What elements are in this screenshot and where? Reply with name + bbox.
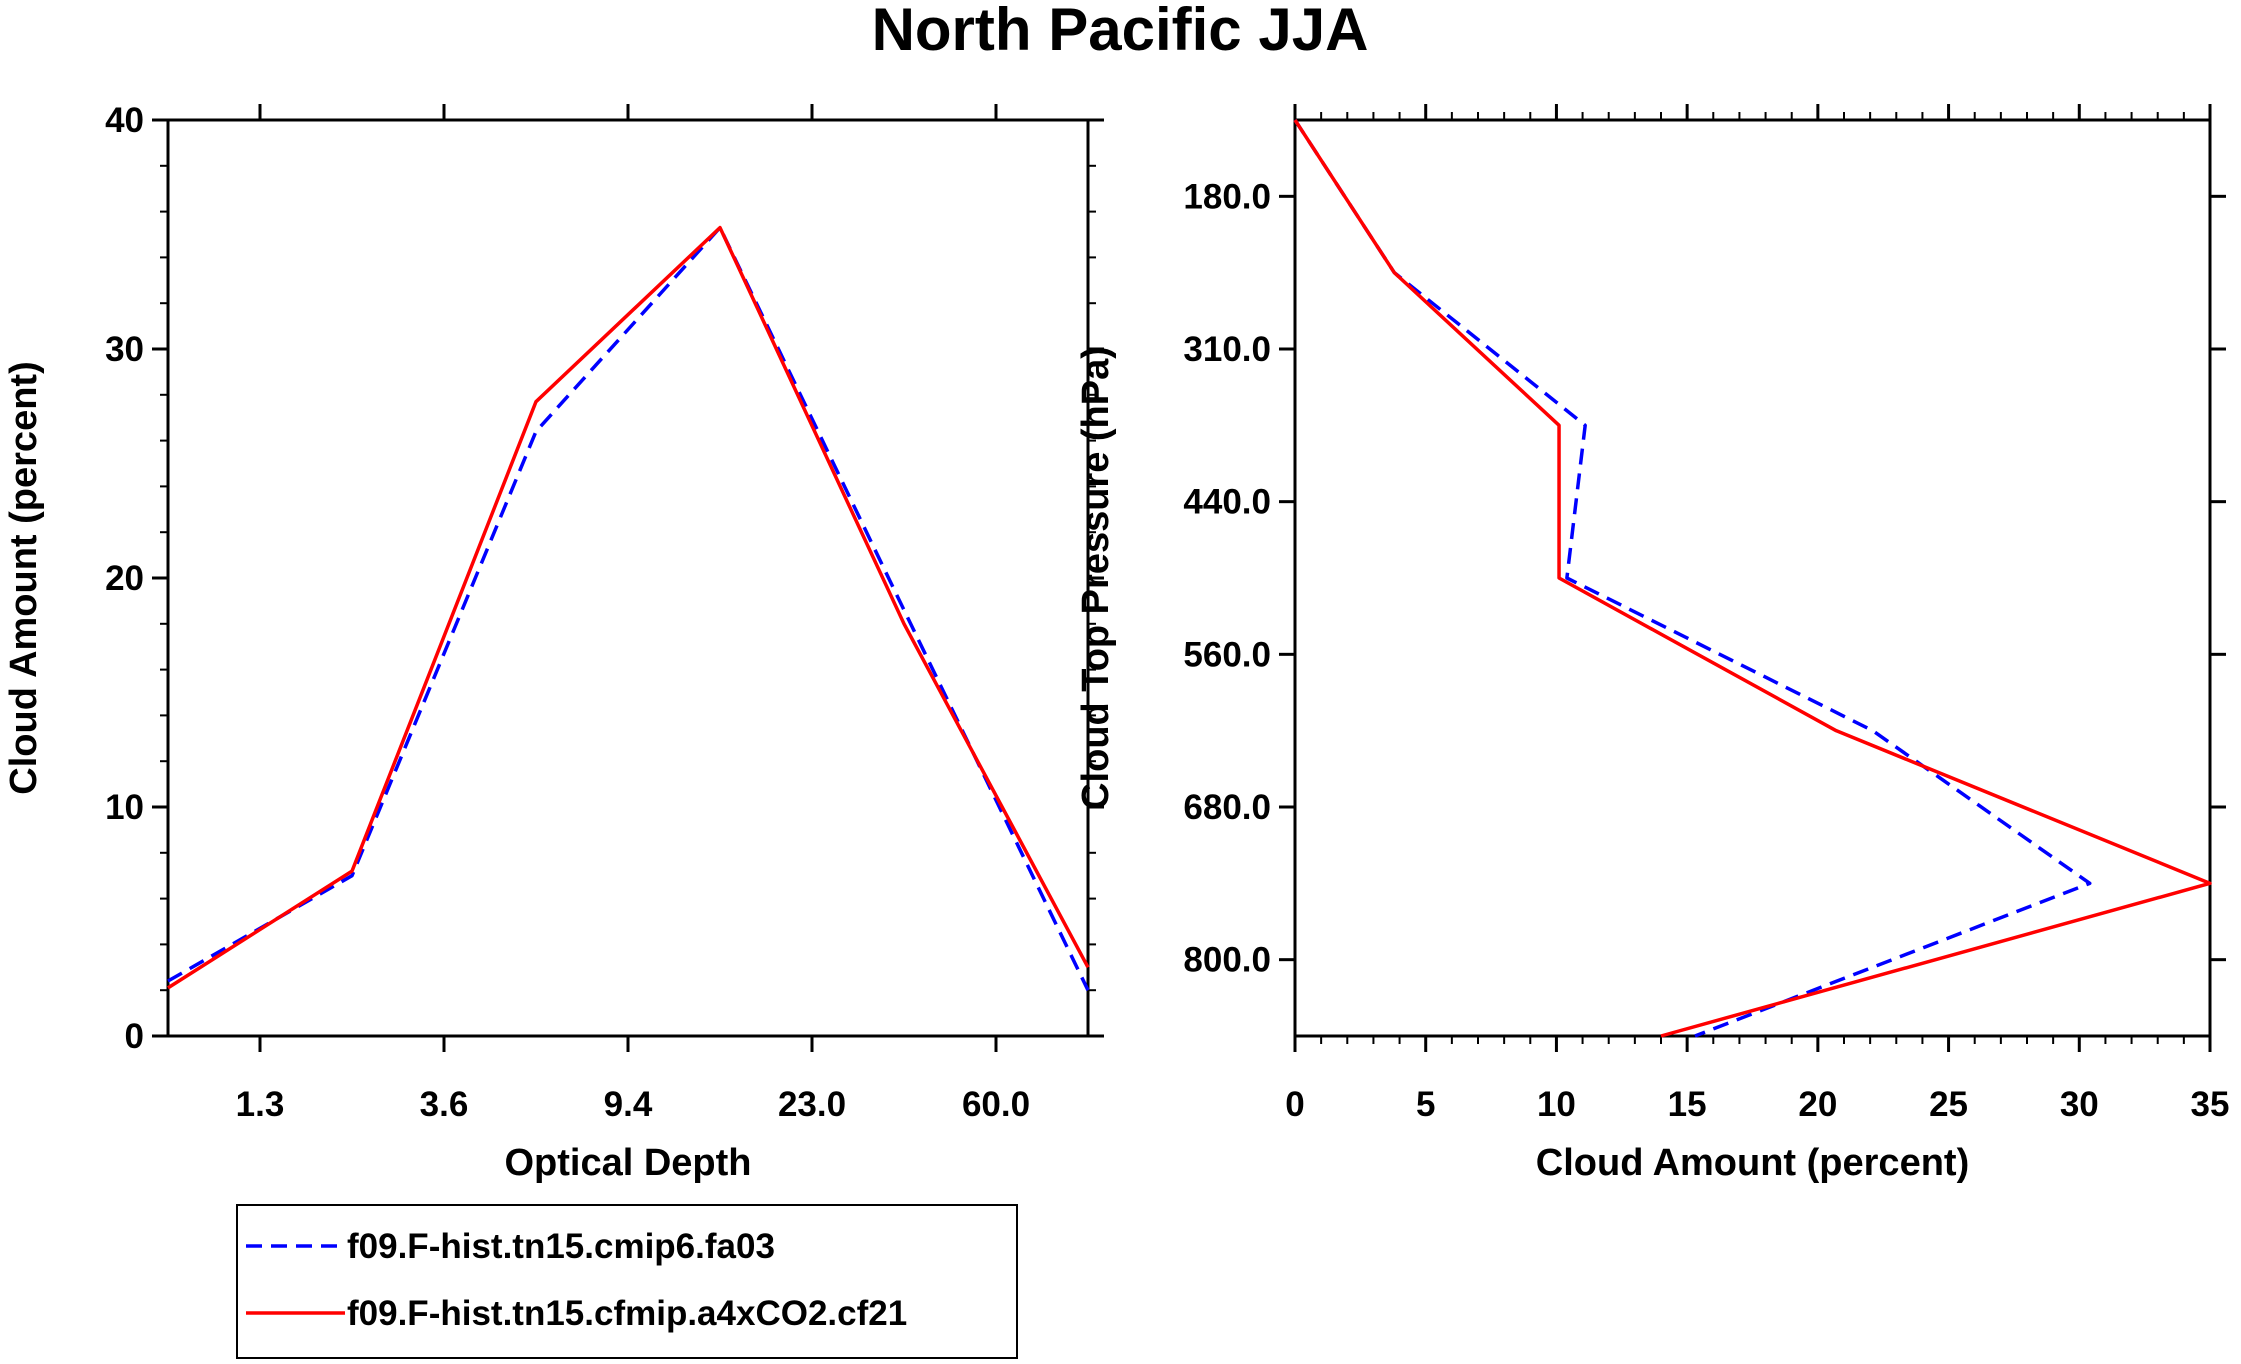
x-tick-label: 5 — [1416, 1085, 1435, 1124]
x-tick-label: 10 — [1537, 1085, 1576, 1124]
x-axis-label: Optical Depth — [504, 1142, 751, 1184]
x-tick-label: 35 — [2191, 1085, 2230, 1124]
y-tick-label: 0 — [125, 1017, 144, 1056]
chart-title: North Pacific JJA — [872, 0, 1369, 63]
x-tick-label: 30 — [2060, 1085, 2099, 1124]
x-tick-label: 9.4 — [604, 1085, 653, 1124]
y-tick-label: 10 — [105, 788, 144, 827]
series-line-a4xco2 — [1293, 119, 2212, 1038]
right-chart: 0 5 10 15 20 25 30 35 180.0 310.0 440.0 560.0 680.0 8… — [1075, 104, 2229, 1184]
y-tick-label: 310.0 — [1183, 330, 1271, 369]
series-line-a4xco2 — [167, 225, 1090, 990]
x-axis-label: Cloud Amount (percent) — [1536, 1142, 1969, 1184]
legend-label-cmip6: f09.F-hist.tn15.cmip6.fa03 — [347, 1227, 775, 1266]
legend-box — [236, 1204, 1018, 1359]
y-tick-label: 680.0 — [1183, 788, 1271, 827]
y-tick-label: 560.0 — [1183, 635, 1271, 674]
y-tick-label: 440.0 — [1183, 483, 1271, 522]
y-tick-label: 800.0 — [1183, 941, 1271, 980]
y-tick-label: 30 — [105, 330, 144, 369]
x-tick-label: 3.6 — [420, 1085, 469, 1124]
x-tick-label: 23.0 — [778, 1085, 846, 1124]
x-tick-label: 0 — [1285, 1085, 1304, 1124]
left-chart: 0 10 20 30 40 1.3 3.6 9.4 23.0 60.0 Optical Depth C… — [3, 101, 1104, 1184]
x-tick-label: 20 — [1798, 1085, 1837, 1124]
series-line-cmip6 — [1293, 119, 2092, 1038]
x-tick-label: 25 — [1929, 1085, 1968, 1124]
y-axis-label: Cloud Top Pressure (hPa) — [1075, 346, 1117, 810]
legend: f09.F-hist.tn15.cmip6.fa03 f09.F-hist.tn… — [236, 1204, 1018, 1359]
x-tick-label: 15 — [1668, 1085, 1707, 1124]
y-tick-label: 20 — [105, 559, 144, 598]
series-line-cmip6 — [167, 225, 1090, 991]
y-axis-label: Cloud Amount (percent) — [3, 361, 45, 794]
x-tick-label: 1.3 — [236, 1085, 285, 1124]
legend-label-a4xco2: f09.F-hist.tn15.cfmip.a4xCO2.cf21 — [347, 1294, 907, 1333]
y-tick-label: 180.0 — [1183, 177, 1271, 216]
x-tick-label: 60.0 — [962, 1085, 1030, 1124]
plot-frame — [1293, 118, 2212, 1038]
y-tick-label: 40 — [105, 101, 144, 140]
